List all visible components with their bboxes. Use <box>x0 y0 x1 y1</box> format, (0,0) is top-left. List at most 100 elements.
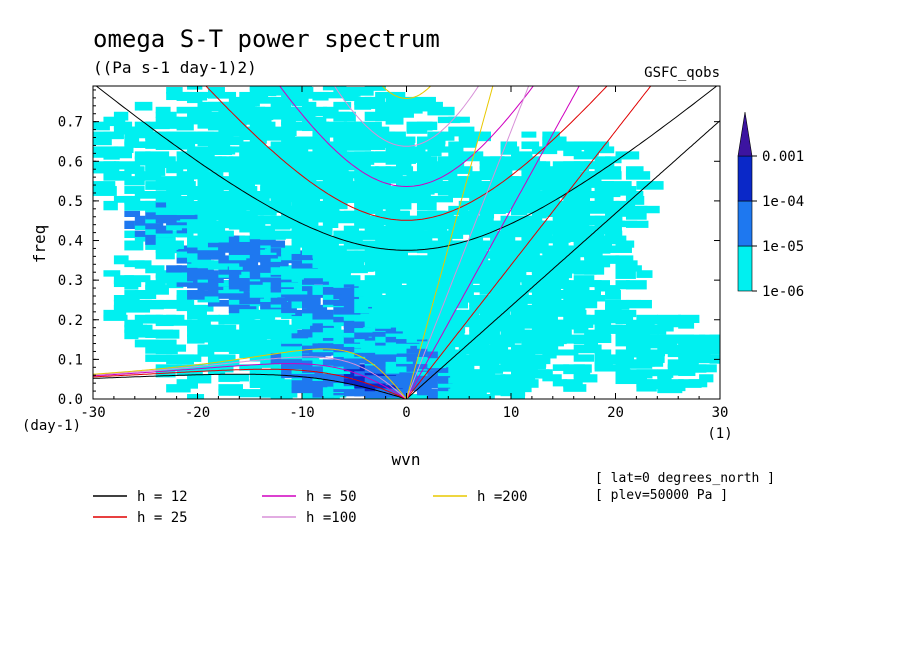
power-cell <box>343 190 361 200</box>
power-cell <box>396 96 419 105</box>
power-cell <box>563 215 579 225</box>
power-cell <box>218 359 240 367</box>
power-cell <box>343 359 360 370</box>
power-cell <box>521 141 540 150</box>
power-cell <box>416 329 434 340</box>
power-cell <box>270 215 292 223</box>
power-cell <box>500 265 523 275</box>
power-cell <box>396 260 413 269</box>
power-cell <box>385 275 406 284</box>
y-tick-label: 0.0 <box>58 392 83 408</box>
power-cell <box>521 220 541 231</box>
power-cell <box>249 86 275 91</box>
power-cell <box>312 339 339 350</box>
colorbar-label: 1e-04 <box>762 194 804 210</box>
power-cell <box>594 349 612 360</box>
power-cell <box>396 285 417 295</box>
power-cell <box>416 384 432 393</box>
power-cell <box>124 131 152 139</box>
power-cell <box>594 181 614 189</box>
power-cell <box>573 324 589 334</box>
y-axis-ticks: 0.0 0.1 0.2 0.3 0.4 0.5 0.6 0.7 <box>58 89 720 408</box>
power-cell <box>427 136 446 145</box>
power-cell <box>187 200 204 210</box>
power-cell <box>427 314 447 324</box>
power-cell <box>187 245 203 254</box>
power-cell <box>479 379 497 389</box>
power-cell <box>322 275 343 282</box>
power-cell <box>416 96 436 107</box>
power-cell <box>406 394 433 399</box>
power-cell <box>218 265 242 275</box>
power-cell <box>322 240 339 249</box>
power-cell <box>511 349 536 359</box>
power-cell <box>134 339 159 348</box>
power-cell <box>594 309 609 318</box>
power-cell <box>490 379 506 388</box>
power-cell <box>354 151 374 159</box>
power-cell <box>155 136 179 146</box>
power-cell <box>228 181 247 189</box>
power-cell <box>343 250 359 261</box>
power-cell <box>625 344 651 351</box>
power-cell <box>427 309 442 318</box>
power-cell <box>270 329 292 338</box>
power-cell <box>322 215 338 225</box>
power-cell <box>594 200 620 208</box>
power-cell <box>228 156 244 165</box>
power-cell <box>542 166 563 174</box>
power-cell <box>197 240 219 251</box>
power-cell <box>281 136 296 147</box>
power-cell <box>197 344 212 354</box>
x-axis-ticks: -30 -20 -10 0 10 20 30 <box>80 86 728 421</box>
power-cell <box>542 205 563 214</box>
power-cell <box>187 91 208 101</box>
power-cell <box>552 379 568 387</box>
power-cell <box>145 220 164 230</box>
power-cell <box>573 225 593 232</box>
power-cell <box>584 255 600 263</box>
power-cell <box>416 369 436 376</box>
power-cell <box>657 344 673 355</box>
power-cell <box>542 136 567 147</box>
power-cell <box>270 245 288 253</box>
power-cell <box>646 359 664 367</box>
power-cell <box>469 240 490 251</box>
power-cell <box>312 364 333 373</box>
power-cell <box>427 294 445 302</box>
power-cell <box>511 329 530 339</box>
power-cell <box>134 151 151 160</box>
power-cell <box>270 294 287 305</box>
kelvin-wave-curve <box>406 86 494 399</box>
power-cell <box>145 265 165 274</box>
power-cell <box>312 255 328 265</box>
power-cell <box>364 280 384 290</box>
power-cell <box>249 339 272 349</box>
power-cell <box>469 235 484 244</box>
power-cell <box>511 324 525 333</box>
power-cell <box>605 245 632 253</box>
power-cell <box>207 230 223 239</box>
power-cell <box>228 235 245 245</box>
power-cell <box>207 186 224 196</box>
power-cell <box>176 195 194 206</box>
power-cell <box>270 344 291 352</box>
power-cell <box>458 364 475 375</box>
power-cell <box>500 141 518 150</box>
power-cell <box>375 91 395 99</box>
power-cell <box>270 384 289 392</box>
colorbar-arrow <box>737 111 753 157</box>
power-cell <box>343 161 358 171</box>
power-cell <box>260 374 277 382</box>
rossby-wave-curve <box>93 368 407 399</box>
power-cell <box>218 190 233 198</box>
power-cell <box>615 369 632 378</box>
power-cell <box>302 210 322 221</box>
power-cell <box>333 186 361 194</box>
power-cell <box>354 121 382 132</box>
power-cell <box>469 131 491 142</box>
power-cell <box>145 285 169 295</box>
power-cell <box>187 86 203 90</box>
power-cell <box>563 304 586 313</box>
power-cell <box>375 225 393 233</box>
